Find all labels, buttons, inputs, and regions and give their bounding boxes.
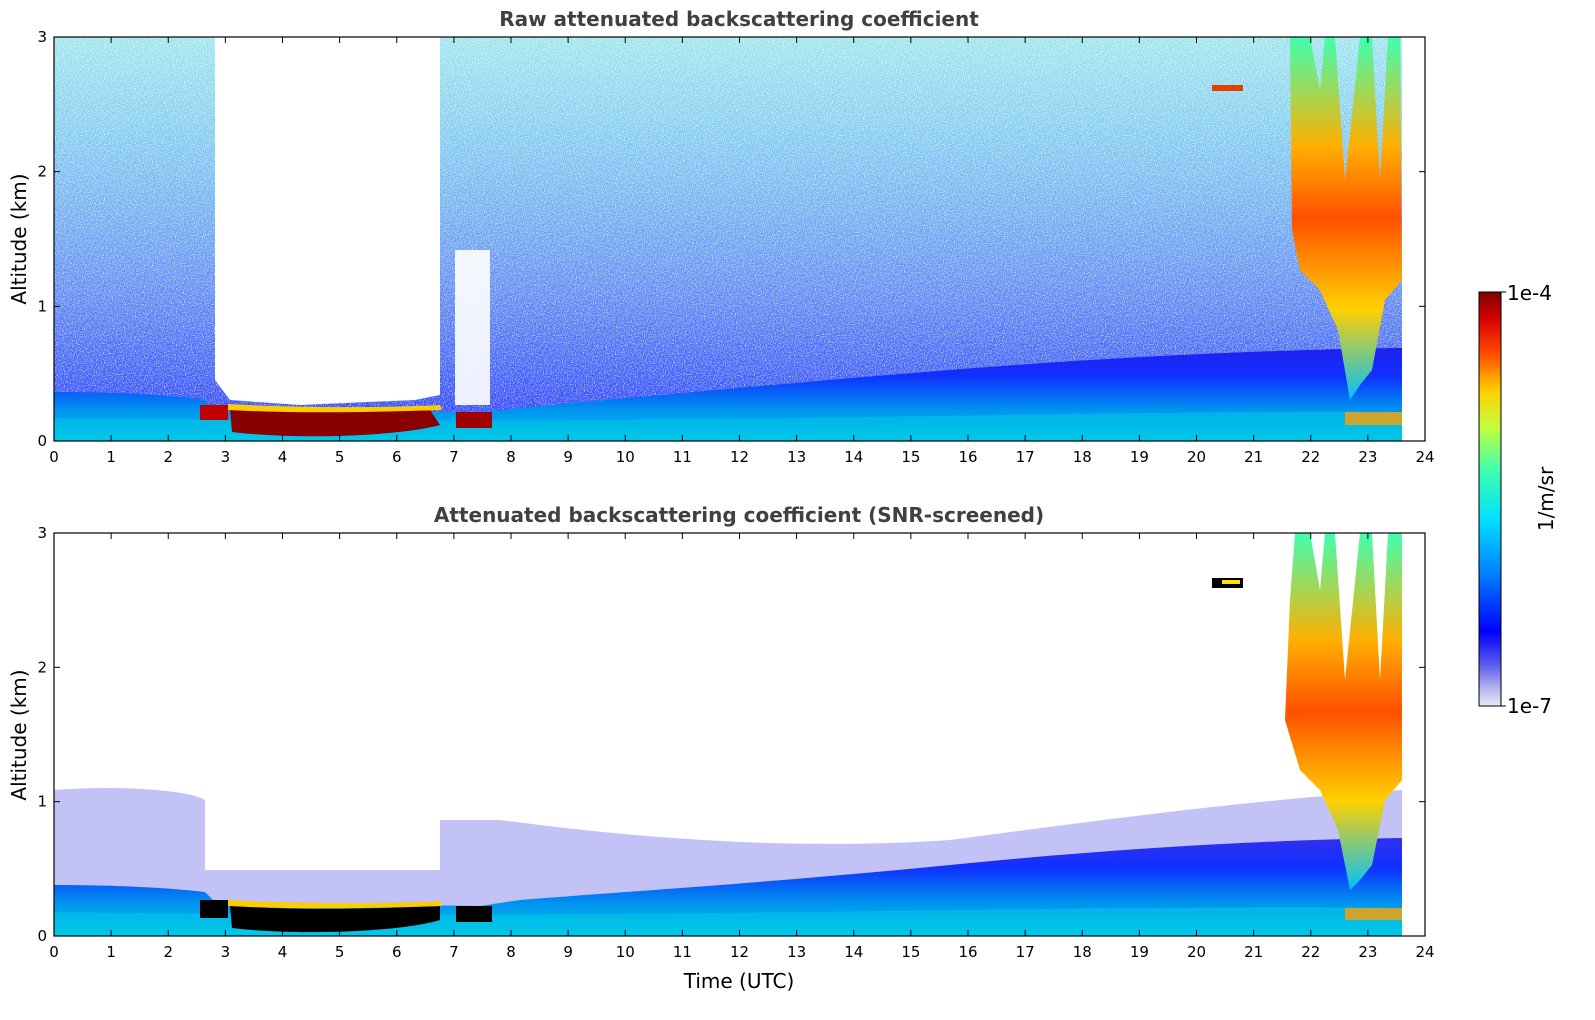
axis-ticks: 0 1 2 3 4 5 6 7 8 9 10 11 12 13 14 15 16 17 18 19 20 21 22 23 24… <box>37 524 1434 961</box>
x-tick-label: 5 <box>335 448 345 466</box>
colorbar-unit-label: 1/m/sr <box>1534 466 1558 531</box>
x-tick-label: 6 <box>392 448 402 466</box>
x-tick-label: 18 <box>1073 943 1092 961</box>
x-tick-label: 4 <box>278 943 288 961</box>
x-tick-label: 11 <box>673 448 692 466</box>
x-tick-label: 4 <box>278 448 288 466</box>
x-tick-label: 19 <box>1130 943 1149 961</box>
x-tick-label: 20 <box>1187 943 1206 961</box>
x-tick-label: 24 <box>1415 943 1434 961</box>
x-tick-label: 3 <box>221 943 231 961</box>
x-tick-label: 16 <box>958 943 977 961</box>
x-tick-label: 15 <box>901 943 920 961</box>
x-tick-label: 13 <box>787 448 806 466</box>
x-tick-label: 7 <box>449 448 459 466</box>
x-tick-label: 19 <box>1130 448 1149 466</box>
x-tick-label: 14 <box>844 943 863 961</box>
x-tick-label: 2 <box>163 448 173 466</box>
x-tick-label: 1 <box>106 943 116 961</box>
x-tick-label: 9 <box>563 943 573 961</box>
precipitating-cloud <box>1290 37 1402 400</box>
y-tick-label: 2 <box>37 658 47 676</box>
y-tick-label: 0 <box>37 927 47 945</box>
x-tick-label: 16 <box>958 448 977 466</box>
x-tick-label: 10 <box>616 943 635 961</box>
y-tick-label: 1 <box>37 297 47 315</box>
heatmap-image <box>54 533 1425 936</box>
x-tick-label: 21 <box>1244 943 1263 961</box>
y-tick-label: 1 <box>37 793 47 811</box>
raw-backscatter-panel: Raw attenuated backscattering coefficien… <box>7 7 1435 466</box>
chart-title: Attenuated backscattering coefficient (S… <box>434 503 1044 527</box>
x-tick-label: 14 <box>844 448 863 466</box>
x-tick-label: 10 <box>616 448 635 466</box>
x-tick-label: 18 <box>1073 448 1092 466</box>
x-tick-label: 12 <box>730 943 749 961</box>
x-tick-label: 2 <box>163 943 173 961</box>
x-tick-label: 21 <box>1244 448 1263 466</box>
y-tick-label: 0 <box>37 432 47 450</box>
axis-ticks: 0 1 2 3 4 5 6 7 8 9 10 11 12 13 14 15 16 17 18 19 20 21 22 23 24… <box>37 28 1434 466</box>
x-tick-label: 6 <box>392 943 402 961</box>
y-tick-label: 3 <box>37 524 47 542</box>
x-tick-label: 17 <box>1016 943 1035 961</box>
x-tick-label: 22 <box>1301 448 1320 466</box>
x-tick-label: 20 <box>1187 448 1206 466</box>
low-cloud <box>230 905 440 933</box>
x-tick-label: 5 <box>335 943 345 961</box>
x-tick-label: 15 <box>901 448 920 466</box>
heatmap-image <box>54 37 1425 441</box>
colorbar-min-label: 1e-7 <box>1507 694 1552 718</box>
y-axis-label: Altitude (km) <box>7 669 31 800</box>
x-tick-label: 8 <box>506 943 516 961</box>
x-tick-label: 8 <box>506 448 516 466</box>
chart-title: Raw attenuated backscattering coefficien… <box>499 7 979 31</box>
x-tick-label: 1 <box>106 448 116 466</box>
x-tick-label: 7 <box>449 943 459 961</box>
x-tick-label: 23 <box>1358 448 1377 466</box>
y-axis-label: Altitude (km) <box>7 173 31 304</box>
low-cloud <box>230 408 440 437</box>
x-tick-label: 9 <box>563 448 573 466</box>
colorbar-gradient <box>1478 291 1502 707</box>
snr-screened-panel: Attenuated backscattering coefficient (S… <box>7 503 1435 993</box>
x-tick-label: 11 <box>673 943 692 961</box>
x-tick-label: 22 <box>1301 943 1320 961</box>
x-tick-label: 0 <box>49 943 59 961</box>
x-axis-label: Time (UTC) <box>683 969 795 993</box>
x-tick-label: 24 <box>1415 448 1434 466</box>
x-tick-label: 23 <box>1358 943 1377 961</box>
y-tick-label: 2 <box>37 163 47 181</box>
colorbar: 1e-4 1e-7 1/m/sr <box>1478 281 1558 718</box>
x-tick-label: 0 <box>49 448 59 466</box>
x-tick-label: 17 <box>1016 448 1035 466</box>
precipitating-cloud <box>1285 533 1402 890</box>
y-tick-label: 3 <box>37 28 47 46</box>
x-tick-label: 12 <box>730 448 749 466</box>
colorbar-max-label: 1e-4 <box>1507 281 1552 305</box>
x-tick-label: 3 <box>221 448 231 466</box>
x-tick-label: 13 <box>787 943 806 961</box>
